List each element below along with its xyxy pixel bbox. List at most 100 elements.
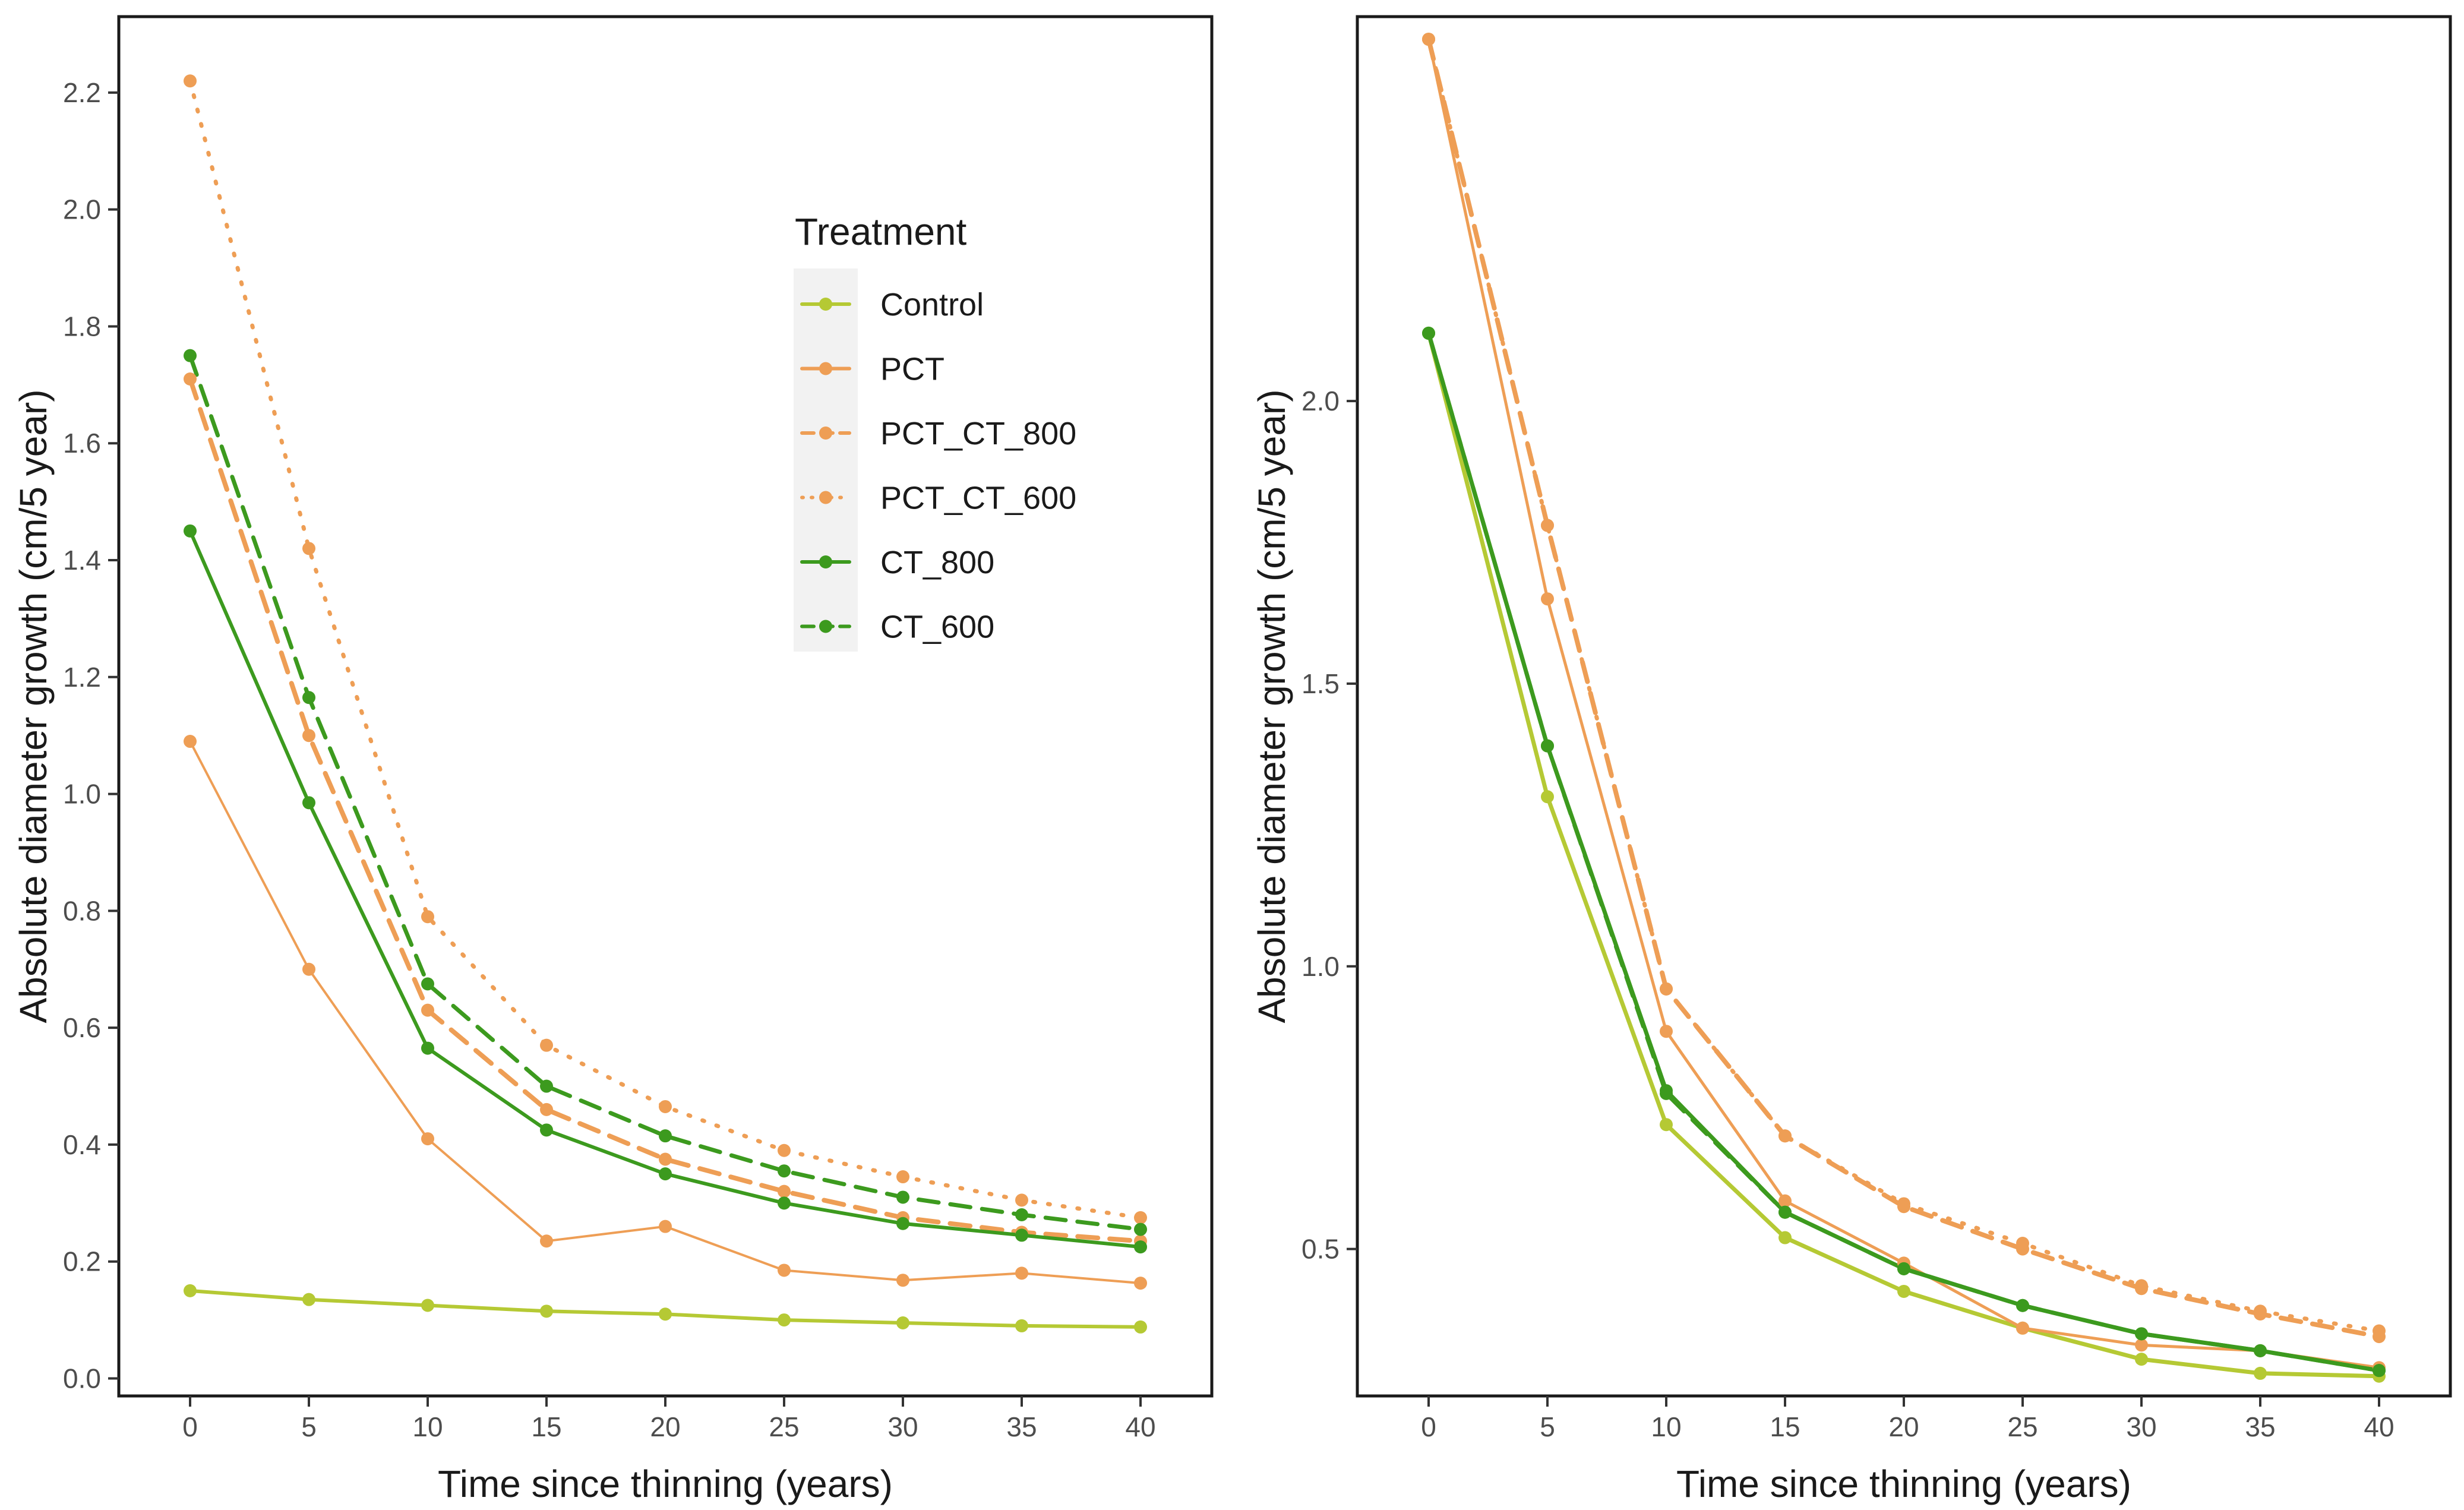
right-data-point-pct xyxy=(2016,1321,2029,1335)
right-data-point-ct-600 xyxy=(1422,326,1435,340)
left-x-tick-label: 0 xyxy=(182,1411,198,1442)
left-y-tick-label: 1.2 xyxy=(63,662,101,693)
left-data-point-ct-600 xyxy=(778,1164,791,1178)
left-y-tick-label: 0.0 xyxy=(63,1363,101,1394)
left-y-tick-label: 1.4 xyxy=(63,545,101,576)
left-data-point-pct xyxy=(184,735,197,748)
left-x-tick-label: 10 xyxy=(412,1411,443,1442)
legend-key-point xyxy=(819,491,832,504)
right-data-point-pct-ct-600 xyxy=(1422,33,1435,46)
left-x-tick-label: 25 xyxy=(769,1411,799,1442)
legend-item-pct-ct-600: PCT_CT_600 xyxy=(800,481,1076,516)
legend-item-ct-600: CT_600 xyxy=(800,609,994,645)
left-data-point-ct-600 xyxy=(1015,1208,1028,1221)
left-data-point-ct-800 xyxy=(659,1167,672,1181)
right-y-tick-label: 2.0 xyxy=(1302,386,1340,416)
left-data-point-pct-ct-800 xyxy=(659,1152,672,1166)
left-data-point-pct-ct-800 xyxy=(778,1184,791,1198)
right-y-axis-title: Absolute diameter growth (cm/5 year) xyxy=(1250,389,1293,1023)
right-x-tick-label: 30 xyxy=(2126,1411,2156,1442)
right-y-tick-label: 1.0 xyxy=(1302,951,1340,982)
legend-item-pct: PCT xyxy=(800,352,944,387)
left-data-point-pct-ct-600 xyxy=(659,1100,672,1113)
legend-label-ct-800: CT_800 xyxy=(880,545,994,580)
left-y-tick-label: 1.6 xyxy=(63,428,101,459)
right-x-tick-label: 15 xyxy=(1770,1411,1800,1442)
right-data-point-pct-ct-600 xyxy=(1660,982,1673,996)
legend-label-pct-ct-800: PCT_CT_800 xyxy=(880,416,1076,451)
left-data-point-control xyxy=(778,1313,791,1327)
right-y-tick-label: 1.5 xyxy=(1302,668,1340,699)
left-data-point-pct xyxy=(1134,1277,1147,1290)
legend-key-background xyxy=(794,268,858,652)
legend-key-point xyxy=(819,620,832,633)
left-data-point-ct-600 xyxy=(184,349,197,362)
right-data-point-ct-600 xyxy=(2135,1327,2148,1341)
left-data-point-control xyxy=(896,1316,909,1330)
left-x-tick-label: 35 xyxy=(1006,1411,1037,1442)
left-data-point-control xyxy=(659,1307,672,1321)
left-data-point-ct-800 xyxy=(778,1196,791,1210)
left-data-point-pct xyxy=(778,1263,791,1277)
legend-label-pct-ct-600: PCT_CT_600 xyxy=(880,481,1076,516)
right-series-points xyxy=(1422,33,2386,1383)
right-data-point-ct-600 xyxy=(1541,739,1554,753)
right-x-tick-label: 10 xyxy=(1651,1411,1681,1442)
right-x-tick-label: 40 xyxy=(2364,1411,2394,1442)
left-data-point-ct-800 xyxy=(896,1217,909,1230)
legend: Treatment Control PCT PCT_CT_800 PCT_CT_600… xyxy=(794,210,1076,652)
legend-key-point xyxy=(819,298,832,311)
left-data-point-ct-600 xyxy=(540,1079,553,1093)
left-y-tick-label: 0.2 xyxy=(63,1246,101,1277)
left-y-tick-label: 0.6 xyxy=(63,1012,101,1043)
left-data-point-ct-600 xyxy=(659,1129,672,1143)
left-data-point-pct xyxy=(302,962,315,976)
right-data-point-control xyxy=(1541,790,1554,804)
right-data-point-ct-600 xyxy=(2373,1364,2386,1378)
left-y-axis-title: Absolute diameter growth (cm/5 year) xyxy=(12,389,55,1023)
left-data-point-control xyxy=(1134,1320,1147,1334)
legend-title: Treatment xyxy=(795,210,967,253)
left-data-point-pct-ct-800 xyxy=(184,372,197,386)
right-data-point-control xyxy=(1660,1118,1673,1132)
left-data-point-control xyxy=(302,1293,315,1306)
right-data-point-pct-ct-600 xyxy=(1897,1197,1910,1211)
left-data-point-ct-800 xyxy=(184,524,197,538)
left-data-point-pct-ct-600 xyxy=(896,1170,909,1184)
legend-label-ct-600: CT_600 xyxy=(880,609,994,645)
left-x-tick-label: 15 xyxy=(531,1411,561,1442)
left-data-point-ct-800 xyxy=(1134,1240,1147,1254)
right-data-point-ct-600 xyxy=(1660,1086,1673,1100)
right-data-point-pct xyxy=(1778,1194,1792,1208)
left-chart-panel: 0 5 10 15 20 25 30 35 40 0.0 0.2 0.4 0.6 0.8 1.0 1.2 1.4… xyxy=(12,15,1214,1505)
right-x-tick-label: 0 xyxy=(1421,1411,1436,1442)
right-x-tick-label: 5 xyxy=(1540,1411,1555,1442)
right-series-line-pct-ct-800 xyxy=(1426,37,2381,1340)
right-x-tick-label: 35 xyxy=(2245,1411,2275,1442)
left-x-tick-label: 20 xyxy=(650,1411,680,1442)
legend-label-control: Control xyxy=(880,287,984,323)
left-data-point-pct xyxy=(540,1234,553,1248)
left-data-point-ct-600 xyxy=(896,1190,909,1204)
left-data-point-control xyxy=(1015,1319,1028,1332)
left-data-point-pct-ct-600 xyxy=(184,74,197,88)
right-y-tick-label: 0.5 xyxy=(1302,1234,1340,1265)
left-data-point-pct-ct-800 xyxy=(421,1003,434,1017)
left-x-tick-label: 30 xyxy=(887,1411,918,1442)
right-data-point-ct-600 xyxy=(1897,1262,1910,1275)
right-data-point-pct-ct-600 xyxy=(2135,1279,2148,1293)
left-y-tick-label: 1.0 xyxy=(63,779,101,810)
left-series-line-pct-ct-800 xyxy=(188,377,1143,1244)
right-data-point-ct-600 xyxy=(2016,1299,2029,1312)
right-data-point-pct-ct-600 xyxy=(2373,1324,2386,1338)
right-data-point-pct-ct-600 xyxy=(1778,1129,1792,1143)
right-data-point-pct xyxy=(1541,592,1554,606)
left-series-points xyxy=(184,74,1147,1334)
left-data-point-pct-ct-600 xyxy=(1134,1211,1147,1224)
left-data-point-control xyxy=(540,1304,553,1318)
right-data-point-control xyxy=(1897,1284,1910,1298)
left-data-point-pct-ct-600 xyxy=(1015,1193,1028,1207)
left-x-tick-label: 40 xyxy=(1125,1411,1155,1442)
left-y-tick-label: 2.0 xyxy=(63,194,101,225)
